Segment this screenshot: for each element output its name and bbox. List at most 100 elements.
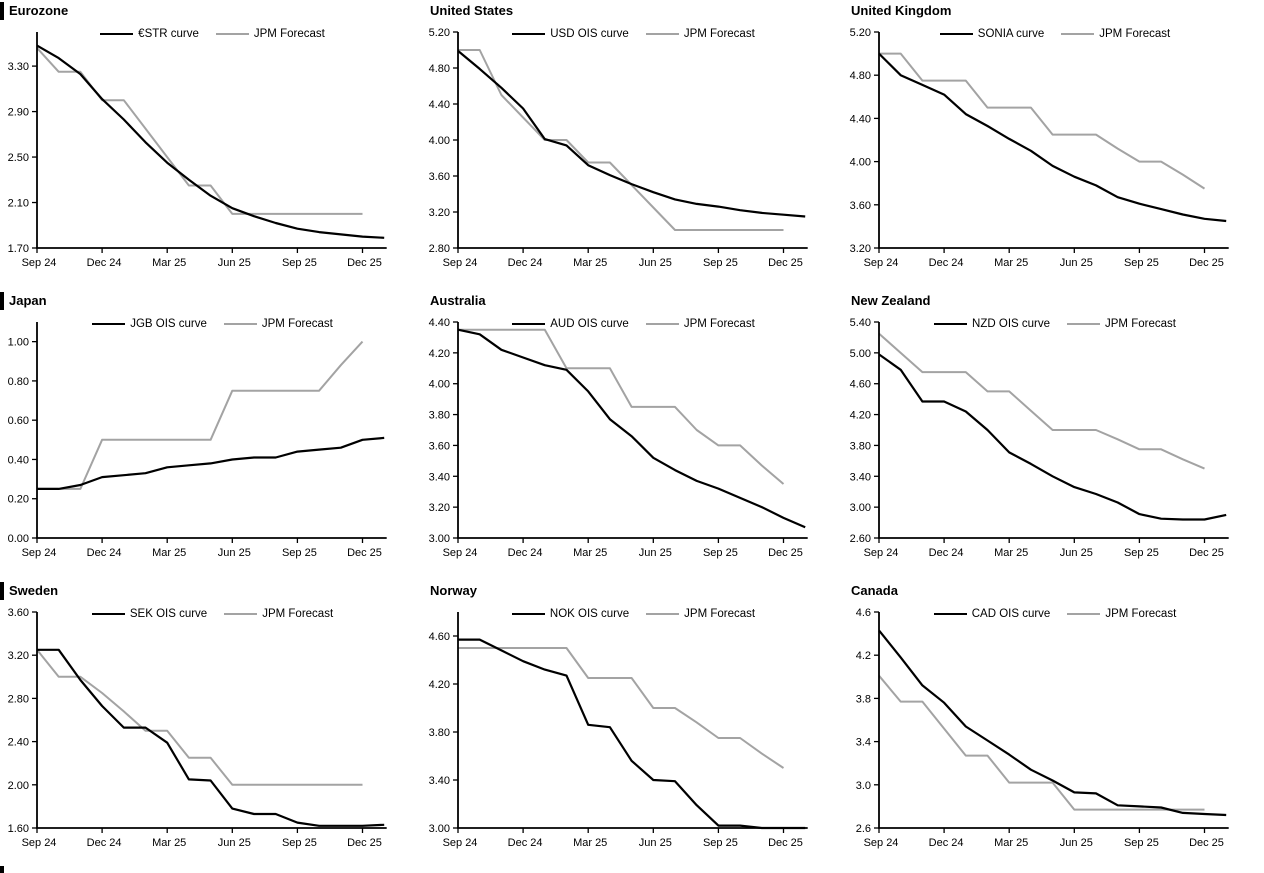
x-tick-label: Jun 25 bbox=[218, 257, 251, 269]
legend-label: JPM Forecast bbox=[253, 28, 325, 40]
y-tick-label: 4.60 bbox=[429, 631, 450, 643]
series-line bbox=[37, 648, 385, 827]
legend-line-sample bbox=[91, 613, 125, 615]
chart-plot: SONIA curve JPM Forecast 3.20 3.60 4.00 4.40 4… bbox=[842, 20, 1264, 282]
y-tick-label: 3.30 bbox=[8, 61, 29, 73]
x-tick-label: Jun 25 bbox=[639, 257, 672, 269]
x-tick-label: Mar 25 bbox=[994, 547, 1028, 559]
y-tick-label: 5.20 bbox=[429, 27, 450, 39]
x-tick-label: Sep 24 bbox=[864, 837, 899, 849]
x-tick-label: Sep 24 bbox=[443, 837, 478, 849]
y-tick-label: 1.70 bbox=[8, 243, 29, 255]
chart-canvas: 2.80 3.20 3.60 4.00 4.40 4.80 5.20 Sep 24 Dec 24… bbox=[429, 27, 808, 269]
chart-header: Eurozone bbox=[0, 1, 421, 20]
x-tick-label: Dec 24 bbox=[508, 547, 543, 559]
chart-plot: USD OIS curve JPM Forecast 2.80 3.20 3.60 4.0… bbox=[421, 20, 842, 282]
y-tick-label: 3.40 bbox=[850, 471, 871, 483]
x-tick-label: Jun 25 bbox=[1060, 257, 1093, 269]
chart-cell-australia: Australia AUD OIS curve JPM Forecast 3.00 3… bbox=[421, 290, 842, 580]
series-line bbox=[879, 52, 1206, 190]
chart-canvas: 1.60 2.00 2.40 2.80 3.20 3.60 Sep 24 Dec 24 Mar … bbox=[8, 607, 387, 849]
legend-item: JPM Forecast bbox=[223, 318, 333, 330]
x-tick-label: Sep 25 bbox=[1124, 257, 1159, 269]
x-tick-label: Sep 24 bbox=[22, 257, 57, 269]
y-tick-label: 4.00 bbox=[850, 157, 871, 169]
x-tick-label: Sep 25 bbox=[703, 837, 738, 849]
chart-canvas: 1.70 2.10 2.50 2.90 3.30 Sep 24 Dec 24 Mar 25 Ju… bbox=[8, 32, 387, 269]
y-tick-label: 4.20 bbox=[850, 410, 871, 422]
x-tick-label: Mar 25 bbox=[573, 257, 607, 269]
x-tick-label: Mar 25 bbox=[152, 837, 186, 849]
series-line bbox=[37, 340, 364, 490]
chart-title: Norway bbox=[430, 582, 477, 598]
series-line bbox=[878, 675, 1205, 811]
legend-item: SEK OIS curve bbox=[91, 608, 208, 620]
y-tick-label: 4.40 bbox=[850, 113, 871, 125]
x-tick-label: Jun 25 bbox=[639, 837, 672, 849]
legend-label: CAD OIS curve bbox=[971, 608, 1051, 620]
y-tick-label: 5.00 bbox=[850, 348, 871, 360]
legend-item: NZD OIS curve bbox=[934, 318, 1050, 330]
x-tick-label: Sep 25 bbox=[703, 547, 738, 559]
y-tick-label: 3.80 bbox=[429, 727, 450, 739]
y-tick-label: 3.20 bbox=[8, 650, 29, 662]
chart-plot: NZD OIS curve JPM Forecast 2.60 3.00 3.40 3.8… bbox=[842, 310, 1264, 572]
y-tick-label: 3.60 bbox=[850, 200, 871, 212]
legend-item: JPM Forecast bbox=[1067, 318, 1176, 330]
y-tick-label: 3.40 bbox=[429, 471, 450, 483]
x-tick-label: Dec 25 bbox=[768, 547, 803, 559]
chart-title: United States bbox=[430, 2, 514, 18]
y-tick-label: 2.00 bbox=[8, 780, 29, 792]
y-tick-label: 4.40 bbox=[429, 317, 450, 329]
chart-header: United States bbox=[421, 1, 842, 20]
chart-cell-eurozone: Eurozone €STR curve JPM Forecast 1.70 2.10 2… bbox=[0, 0, 421, 290]
x-tick-label: Jun 25 bbox=[1060, 547, 1093, 559]
legend-label: SEK OIS curve bbox=[129, 608, 208, 620]
x-tick-label: Dec 25 bbox=[347, 547, 382, 559]
x-tick-label: Dec 25 bbox=[347, 837, 382, 849]
y-tick-label: 2.40 bbox=[8, 737, 29, 749]
y-tick-label: 2.80 bbox=[429, 243, 450, 255]
chart-header: New Zealand bbox=[842, 291, 1264, 310]
chart-legend: JGB OIS curve JPM Forecast bbox=[37, 318, 388, 330]
legend-line-sample bbox=[511, 613, 545, 615]
series-line bbox=[37, 436, 385, 490]
legend-item: JPM Forecast bbox=[215, 28, 325, 40]
legend-line-sample bbox=[92, 323, 126, 325]
chart-legend: SONIA curve JPM Forecast bbox=[879, 28, 1231, 40]
legend-label: JPM Forecast bbox=[1105, 608, 1177, 620]
x-tick-label: Sep 25 bbox=[282, 547, 317, 559]
legend-item: JPM Forecast bbox=[645, 318, 755, 330]
x-tick-label: Dec 24 bbox=[87, 547, 122, 559]
chart-header: Australia bbox=[421, 291, 842, 310]
x-tick-label: Sep 25 bbox=[1124, 547, 1159, 559]
legend-line-sample bbox=[1061, 33, 1095, 35]
y-tick-label: 0.00 bbox=[8, 533, 29, 545]
legend-line-sample bbox=[512, 323, 546, 325]
y-tick-label: 4.20 bbox=[429, 679, 450, 691]
legend-item: JPM Forecast bbox=[1061, 28, 1170, 40]
series-line bbox=[458, 638, 806, 830]
y-tick-label: 2.10 bbox=[8, 198, 29, 210]
chart-cell-new-zealand: New Zealand NZD OIS curve JPM Forecast 2.6… bbox=[842, 290, 1264, 580]
y-tick-label: 3.60 bbox=[429, 171, 450, 183]
series-line bbox=[36, 44, 385, 239]
y-tick-label: 3.8 bbox=[856, 693, 871, 705]
x-tick-label: Dec 25 bbox=[347, 257, 382, 269]
x-tick-label: Jun 25 bbox=[1060, 837, 1093, 849]
legend-label: JPM Forecast bbox=[262, 608, 334, 620]
x-tick-label: Mar 25 bbox=[994, 257, 1028, 269]
y-tick-label: 3.00 bbox=[429, 533, 450, 545]
y-tick-label: 0.20 bbox=[8, 494, 29, 506]
x-tick-label: Dec 25 bbox=[1189, 257, 1224, 269]
legend-line-sample bbox=[645, 33, 679, 35]
legend-label: USD OIS curve bbox=[550, 28, 629, 40]
y-tick-label: 4.80 bbox=[850, 70, 871, 82]
chart-canvas: 3.20 3.60 4.00 4.40 4.80 5.20 Sep 24 Dec 24 Mar … bbox=[850, 27, 1229, 269]
chart-header: Japan bbox=[0, 291, 421, 310]
chart-cell-sweden: Sweden SEK OIS curve JPM Forecast 1.60 2.00… bbox=[0, 580, 421, 873]
chart-canvas: 2.60 3.00 3.40 3.80 4.20 4.60 5.00 5.40 Sep 24 De… bbox=[850, 317, 1229, 559]
chart-title: New Zealand bbox=[851, 292, 931, 308]
x-tick-label: Jun 25 bbox=[218, 547, 251, 559]
